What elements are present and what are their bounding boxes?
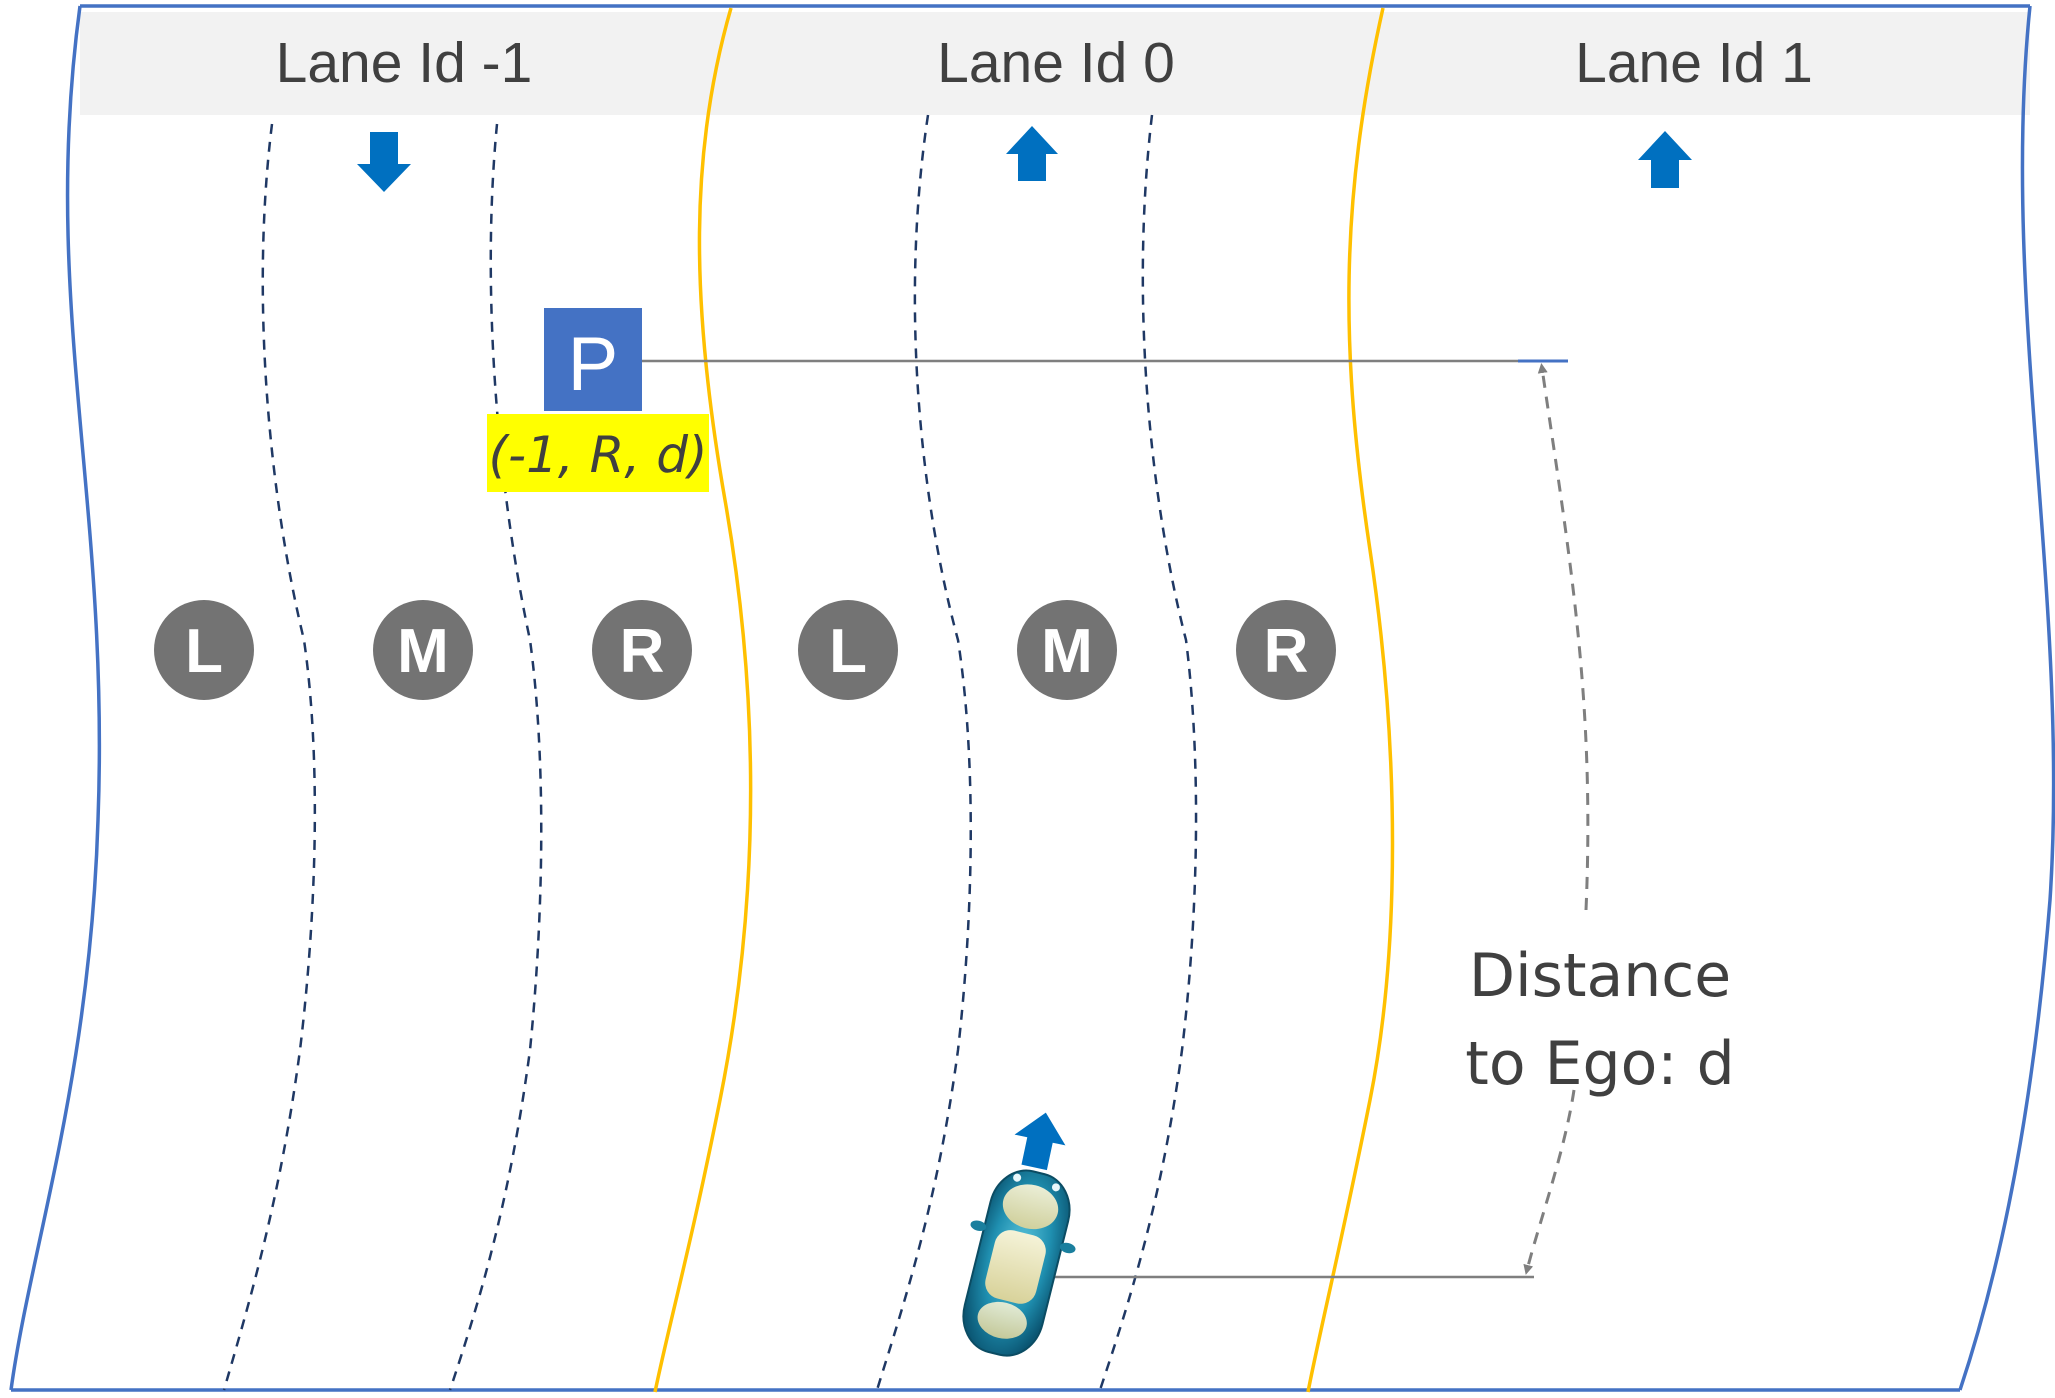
dashed-line-2 bbox=[448, 123, 543, 1391]
arrow-down-icon bbox=[357, 132, 411, 192]
svg-text:R: R bbox=[620, 617, 665, 686]
position-marker: R bbox=[592, 600, 692, 700]
position-marker: R bbox=[1236, 600, 1336, 700]
lane-header-minus-1: Lane Id -1 bbox=[276, 31, 533, 95]
arrow-up-icon bbox=[1638, 131, 1692, 188]
dashed-line-1 bbox=[222, 123, 317, 1391]
car-icon bbox=[962, 1169, 1076, 1357]
svg-text:L: L bbox=[829, 617, 867, 686]
svg-text:(-1, R, d): (-1, R, d) bbox=[489, 426, 708, 484]
position-marker: L bbox=[154, 600, 254, 700]
arrow-up-icon bbox=[1014, 1112, 1066, 1171]
distance-label-line2: to Ego: d bbox=[1465, 1029, 1734, 1099]
distance-label-line1: Distance bbox=[1469, 941, 1731, 1011]
road-right-edge bbox=[1958, 5, 2055, 1391]
lane-header-1: Lane Id 1 bbox=[1575, 31, 1813, 95]
header-band bbox=[80, 12, 2030, 115]
lane-divider-1 bbox=[653, 7, 753, 1393]
position-marker: L bbox=[798, 600, 898, 700]
arrow-up-icon bbox=[1006, 126, 1058, 181]
svg-text:M: M bbox=[1041, 617, 1093, 686]
parking-tag: (-1, R, d) bbox=[487, 414, 709, 492]
svg-text:M: M bbox=[397, 617, 449, 686]
svg-text:R: R bbox=[1264, 617, 1309, 686]
distance-arrow-lower bbox=[1523, 1089, 1576, 1275]
svg-text:P: P bbox=[568, 322, 619, 407]
dashed-line-4 bbox=[1098, 114, 1198, 1391]
position-marker: M bbox=[1017, 600, 1117, 700]
position-marker: M bbox=[373, 600, 473, 700]
parking-sign-icon: P bbox=[544, 308, 642, 411]
lane-divider-2 bbox=[1306, 7, 1395, 1393]
svg-text:L: L bbox=[185, 617, 223, 686]
road-left-edge bbox=[9, 5, 102, 1391]
dashed-line-3 bbox=[875, 114, 972, 1391]
distance-arrow-upper bbox=[1537, 363, 1590, 911]
lane-header-0: Lane Id 0 bbox=[937, 31, 1175, 95]
